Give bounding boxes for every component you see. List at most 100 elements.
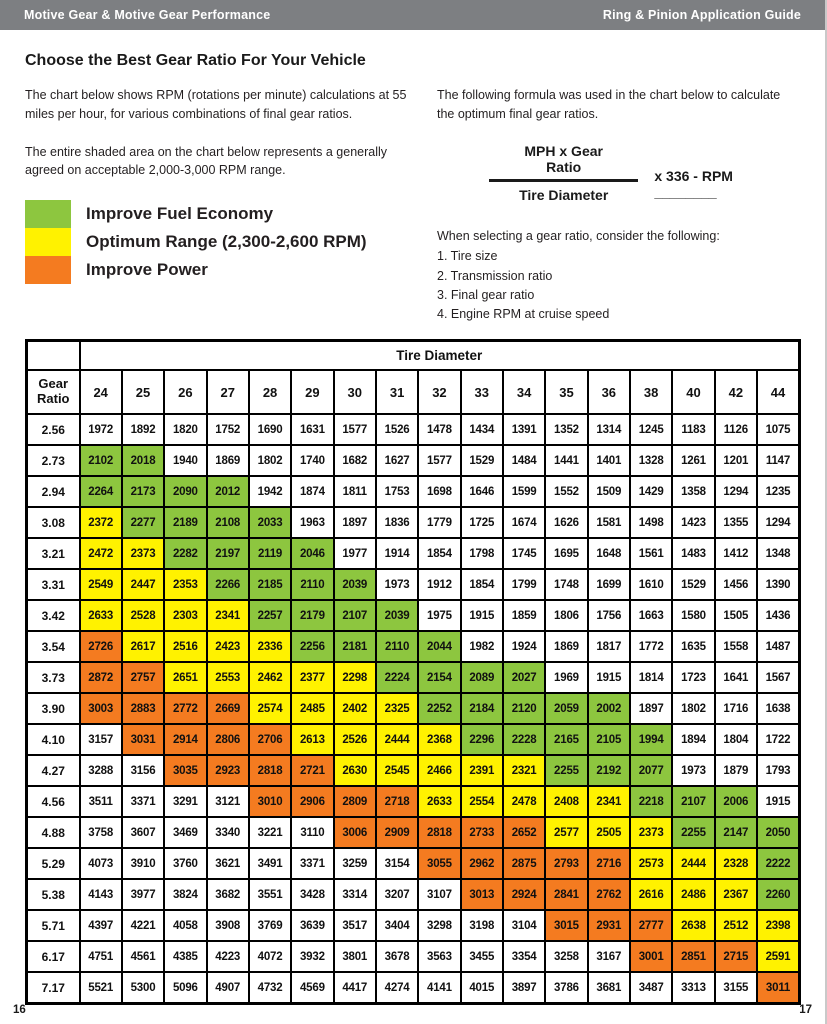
rpm-cell: 1423: [671, 506, 716, 540]
gear-ratio-row-label: 4.27: [25, 754, 81, 788]
rpm-cell: 3031: [120, 723, 166, 757]
rpm-cell: 1529: [459, 444, 504, 478]
rpm-table: Tire Diameter Gear Ratio 24 25 26 27 28 29 30 31 32…: [25, 338, 801, 1005]
rpm-cell: 1897: [332, 506, 377, 540]
rpm-cell: 1915: [586, 661, 631, 695]
formula-numerator: MPH x Gear Ratio: [489, 143, 639, 182]
rpm-cell: 2107: [671, 785, 716, 819]
rpm-cell: 2909: [374, 816, 420, 850]
consideration-item: 3. Final gear ratio: [437, 288, 535, 302]
rpm-cell: 2718: [374, 785, 420, 819]
rpm-cell: 2931: [586, 909, 631, 943]
rpm-cell: 3340: [205, 816, 250, 850]
gear-ratio-row-label: 3.21: [25, 537, 81, 571]
tire-diameter-column-header: 36: [586, 369, 631, 416]
rpm-cell: 1799: [501, 568, 547, 602]
rpm-cell: 3511: [78, 785, 123, 819]
rpm-cell: 2353: [163, 568, 208, 602]
gear-ratio-row-label: 3.54: [25, 630, 81, 664]
rpm-cell: 2617: [120, 630, 166, 664]
table-row: 3.21 2472 2373 2282 2197 2119 2046 1977 1914 1854…: [25, 537, 801, 571]
rpm-cell: 1434: [459, 413, 504, 447]
gear-ratio-row-label: 5.29: [25, 847, 81, 881]
legend-item: Improve Power: [25, 256, 423, 284]
rpm-cell: 1627: [374, 444, 420, 478]
rpm-cell: 1478: [417, 413, 462, 447]
gear-ratio-row-label: 6.17: [25, 940, 81, 974]
rpm-cell: 1126: [713, 413, 759, 447]
rpm-cell: 1529: [671, 568, 716, 602]
rpm-cell: 1552: [544, 475, 589, 509]
rpm-cell: 2189: [163, 506, 208, 540]
tire-diameter-column-header: 35: [544, 369, 589, 416]
rpm-cell: 2002: [586, 692, 631, 726]
legend-color-swatch: [25, 228, 71, 256]
rpm-cell: 2505: [586, 816, 631, 850]
rpm-cell: 2018: [120, 444, 166, 478]
table-row: 4.56 3511 3371 3291 3121 3010 2906 2809 2718 2633…: [25, 785, 801, 819]
rpm-cell: 1811: [332, 475, 377, 509]
rpm-cell: 2165: [544, 723, 589, 757]
tire-diameter-column-header: 29: [290, 369, 335, 416]
rpm-cell: 1436: [756, 599, 801, 633]
consideration-item: 1. Tire size: [437, 249, 498, 264]
rpm-cell: 2762: [586, 878, 631, 912]
rpm-cell: 1723: [671, 661, 716, 695]
rpm-cell: 1261: [671, 444, 716, 478]
rpm-cell: 2192: [586, 754, 631, 788]
rpm-cell: 4569: [290, 971, 335, 1005]
rpm-cell: 3824: [163, 878, 208, 912]
rpm-cell: 1793: [756, 754, 801, 788]
rpm-cell: 2077: [628, 754, 674, 788]
table-row: 5.29 4073 3910 3760 3621 3491 3371 3259 3154 3055…: [25, 847, 801, 881]
intro-paragraph-1: The chart below shows RPM (rotations per…: [25, 88, 407, 121]
rpm-cell: 1526: [374, 413, 420, 447]
rpm-cell: 2039: [374, 599, 420, 633]
rpm-cell: 2554: [459, 785, 504, 819]
rpm-cell: 4058: [163, 909, 208, 943]
rpm-cell: 2110: [374, 630, 420, 664]
rpm-cell: 3760: [163, 847, 208, 881]
rpm-cell: 3104: [501, 909, 547, 943]
rpm-cell: 2545: [374, 754, 420, 788]
rpm-cell: 2478: [501, 785, 547, 819]
rpm-cell: 1869: [544, 630, 589, 664]
rpm-cell: 1802: [671, 692, 716, 726]
rpm-cell: 3154: [374, 847, 420, 881]
rpm-cell: 1814: [628, 661, 674, 695]
rpm-cell: 3487: [628, 971, 674, 1005]
rpm-cell: 1894: [671, 723, 716, 757]
rpm-cell: 2715: [713, 940, 759, 974]
rpm-cell: 4015: [459, 971, 504, 1005]
rpm-cell: 2341: [586, 785, 631, 819]
rpm-cell: 1610: [628, 568, 674, 602]
rpm-cell: 2282: [163, 537, 208, 571]
rpm-cell: 2303: [163, 599, 208, 633]
rpm-cell: 2046: [290, 537, 335, 571]
rpm-cell: 2923: [205, 754, 250, 788]
rpm-cell: 2630: [332, 754, 377, 788]
rpm-cell: 3035: [163, 754, 208, 788]
rpm-cell: 2224: [374, 661, 420, 695]
rpm-cell: 2108: [205, 506, 250, 540]
rpm-cell: 3639: [290, 909, 335, 943]
rpm-cell: 3001: [628, 940, 674, 974]
gear-ratio-row-label: 3.08: [25, 506, 81, 540]
rpm-cell: 1235: [756, 475, 801, 509]
rpm-cell: 2255: [671, 816, 716, 850]
rpm-cell: 4907: [205, 971, 250, 1005]
tire-diameter-column-header: 31: [374, 369, 420, 416]
rpm-cell: 2549: [78, 568, 123, 602]
rpm-cell: 3404: [374, 909, 420, 943]
table-row: 6.17 4751 4561 4385 4223 4072 3932 3801 3678 3563…: [25, 940, 801, 974]
rpm-cell: 2633: [78, 599, 123, 633]
rpm-cell: 2373: [628, 816, 674, 850]
rpm-cell: 2398: [756, 909, 801, 943]
rpm-cell: 3258: [544, 940, 589, 974]
rpm-cell: 2466: [417, 754, 462, 788]
rpm-cell: 3801: [332, 940, 377, 974]
rpm-cell: 1484: [501, 444, 547, 478]
rpm-cell: 1631: [290, 413, 335, 447]
rpm-cell: 1859: [501, 599, 547, 633]
rpm-cell: 3682: [205, 878, 250, 912]
